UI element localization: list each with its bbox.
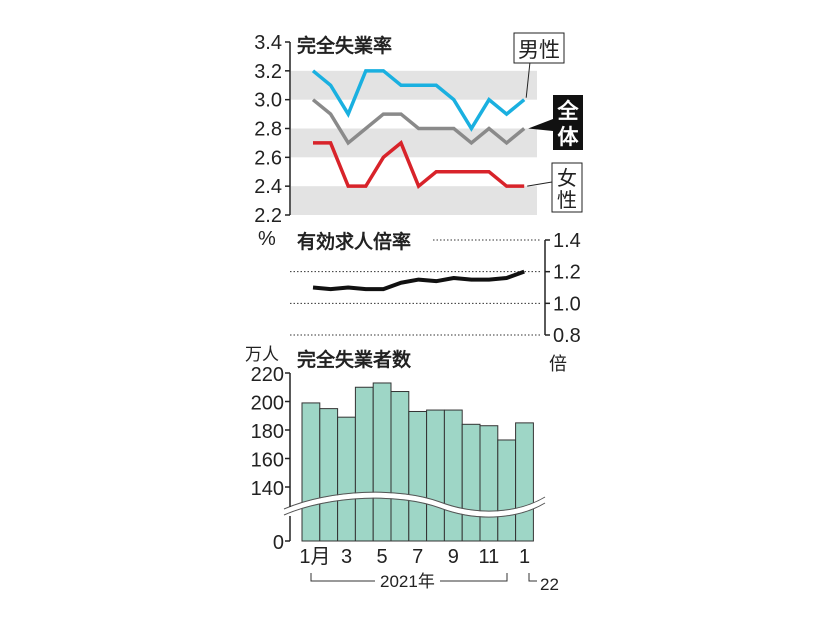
x-tick-label: 7 xyxy=(412,546,423,568)
series-line-total xyxy=(311,98,526,146)
y-tick-label: 160 xyxy=(251,450,284,472)
legend-label-total: 全 xyxy=(557,99,580,123)
grid-band xyxy=(291,186,537,215)
y-unit-percent: % xyxy=(258,228,276,250)
legend-label-women: 性 xyxy=(557,189,577,212)
legend-box-men xyxy=(513,32,565,64)
x-tick-label: 11 xyxy=(479,546,500,568)
bar xyxy=(515,422,534,542)
bar xyxy=(408,410,428,542)
legend-label-women: 女 xyxy=(557,167,577,190)
bar xyxy=(390,391,410,542)
legend-pointer-total xyxy=(528,119,553,131)
job-ratio-chart: 有効求人倍率 倍 1.4 1.2 1.0 0.8 xyxy=(290,230,581,374)
y-tick-label: 3.4 xyxy=(254,32,282,54)
x-tick-label: 5 xyxy=(377,546,388,568)
y-tick-label: 1.0 xyxy=(553,293,581,315)
y-tick-label: 0.8 xyxy=(553,325,581,347)
chart-title-unemployed-count: 完全失業者数 xyxy=(297,348,412,371)
y-tick-label: 200 xyxy=(251,393,284,415)
bar xyxy=(497,439,517,542)
legend-leader-women xyxy=(527,181,553,187)
y-tick-label: 3.0 xyxy=(254,90,282,112)
y-tick-label: 140 xyxy=(251,478,284,500)
y-tick-label: 1.4 xyxy=(553,230,581,252)
x-tick-label: 3 xyxy=(341,546,352,568)
series-line-women xyxy=(313,140,525,190)
y-tick-label: 1.2 xyxy=(553,262,581,284)
bar xyxy=(443,409,463,542)
chart-title-unemployment-rate: 完全失業率 xyxy=(297,34,392,57)
y-tick-label: 220 xyxy=(251,364,284,386)
y-tick-label: 2.4 xyxy=(254,176,282,198)
chart-title-job-ratio: 有効求人倍率 xyxy=(297,230,411,253)
y-tick-label: 3.2 xyxy=(254,61,282,83)
bar xyxy=(301,402,321,542)
legend-label-men: 男性 xyxy=(518,39,560,62)
bar xyxy=(337,416,356,542)
legend-leader-men xyxy=(525,61,531,98)
bar xyxy=(479,425,499,542)
legend-box-total xyxy=(553,95,583,150)
axis-break-line xyxy=(283,491,546,512)
y-tick-label: 180 xyxy=(251,421,284,443)
y-unit-times: 倍 xyxy=(549,354,567,374)
bar xyxy=(426,409,445,542)
year-bracket-2021 xyxy=(310,573,508,582)
x-tick-label: 1 xyxy=(519,546,530,568)
bar xyxy=(372,382,392,542)
y-unit-10k-people: 万人 xyxy=(245,345,279,364)
axis-break-wave xyxy=(283,492,547,517)
bar xyxy=(354,386,374,542)
x-tick-label: 9 xyxy=(448,546,459,568)
y-tick-label: 2.8 xyxy=(254,119,282,141)
year-label-2021: 2021年 xyxy=(380,572,435,591)
unemployed-count-chart: 完全失業者数 万人 2021年 22 220 200 180 160 140 0 1月 3 5 7… xyxy=(245,345,559,594)
axis-break-line xyxy=(283,497,546,518)
legend-box-women xyxy=(551,162,583,213)
year-bracket-22 xyxy=(528,573,537,582)
y-tick-label: 2.2 xyxy=(254,205,282,227)
x-tick-label: 1月 xyxy=(299,546,330,568)
y-tick-label: 2.6 xyxy=(254,147,282,169)
bar xyxy=(319,408,339,542)
bar xyxy=(461,423,481,542)
year-label-22: 22 xyxy=(540,575,559,594)
legend-label-total: 体 xyxy=(558,126,580,149)
series-line-men xyxy=(311,69,526,132)
series-line-job-ratio xyxy=(312,269,525,292)
y-tick-label: 0 xyxy=(273,532,284,554)
